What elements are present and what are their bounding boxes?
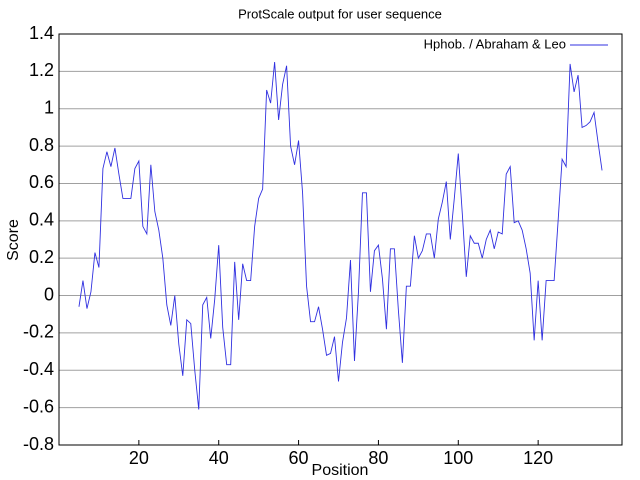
- plot-frame: [58, 33, 623, 446]
- y-axis-label: Score: [5, 219, 22, 261]
- y-tick-label: -0.4: [23, 359, 54, 379]
- y-tick-label: 1: [44, 97, 54, 117]
- y-tick-label: -0.2: [23, 322, 54, 342]
- chart-title: ProtScale output for user sequence: [238, 6, 442, 21]
- x-tick-label: 120: [523, 448, 553, 468]
- y-tick-label: 1.2: [29, 60, 54, 80]
- x-tick-label: 40: [209, 448, 229, 468]
- legend-label: Hphob. / Abraham & Leo: [424, 36, 566, 51]
- x-tick-label: 20: [129, 448, 149, 468]
- x-tick-label: 80: [368, 448, 388, 468]
- y-tick-label: -0.8: [23, 434, 54, 454]
- y-tick-label: 0.6: [29, 172, 54, 192]
- y-tick-label: 0.8: [29, 135, 54, 155]
- y-tick-label: 1.4: [29, 23, 54, 43]
- x-axis-label: Position: [312, 462, 369, 479]
- x-tick-label: 100: [443, 448, 473, 468]
- data-line: [78, 61, 603, 410]
- y-tick-label: 0.4: [29, 210, 54, 230]
- y-tick-label: -0.6: [23, 396, 54, 416]
- y-tick-label: 0: [44, 284, 54, 304]
- y-tick-label: 0.2: [29, 247, 54, 267]
- x-tick-label: 60: [289, 448, 309, 468]
